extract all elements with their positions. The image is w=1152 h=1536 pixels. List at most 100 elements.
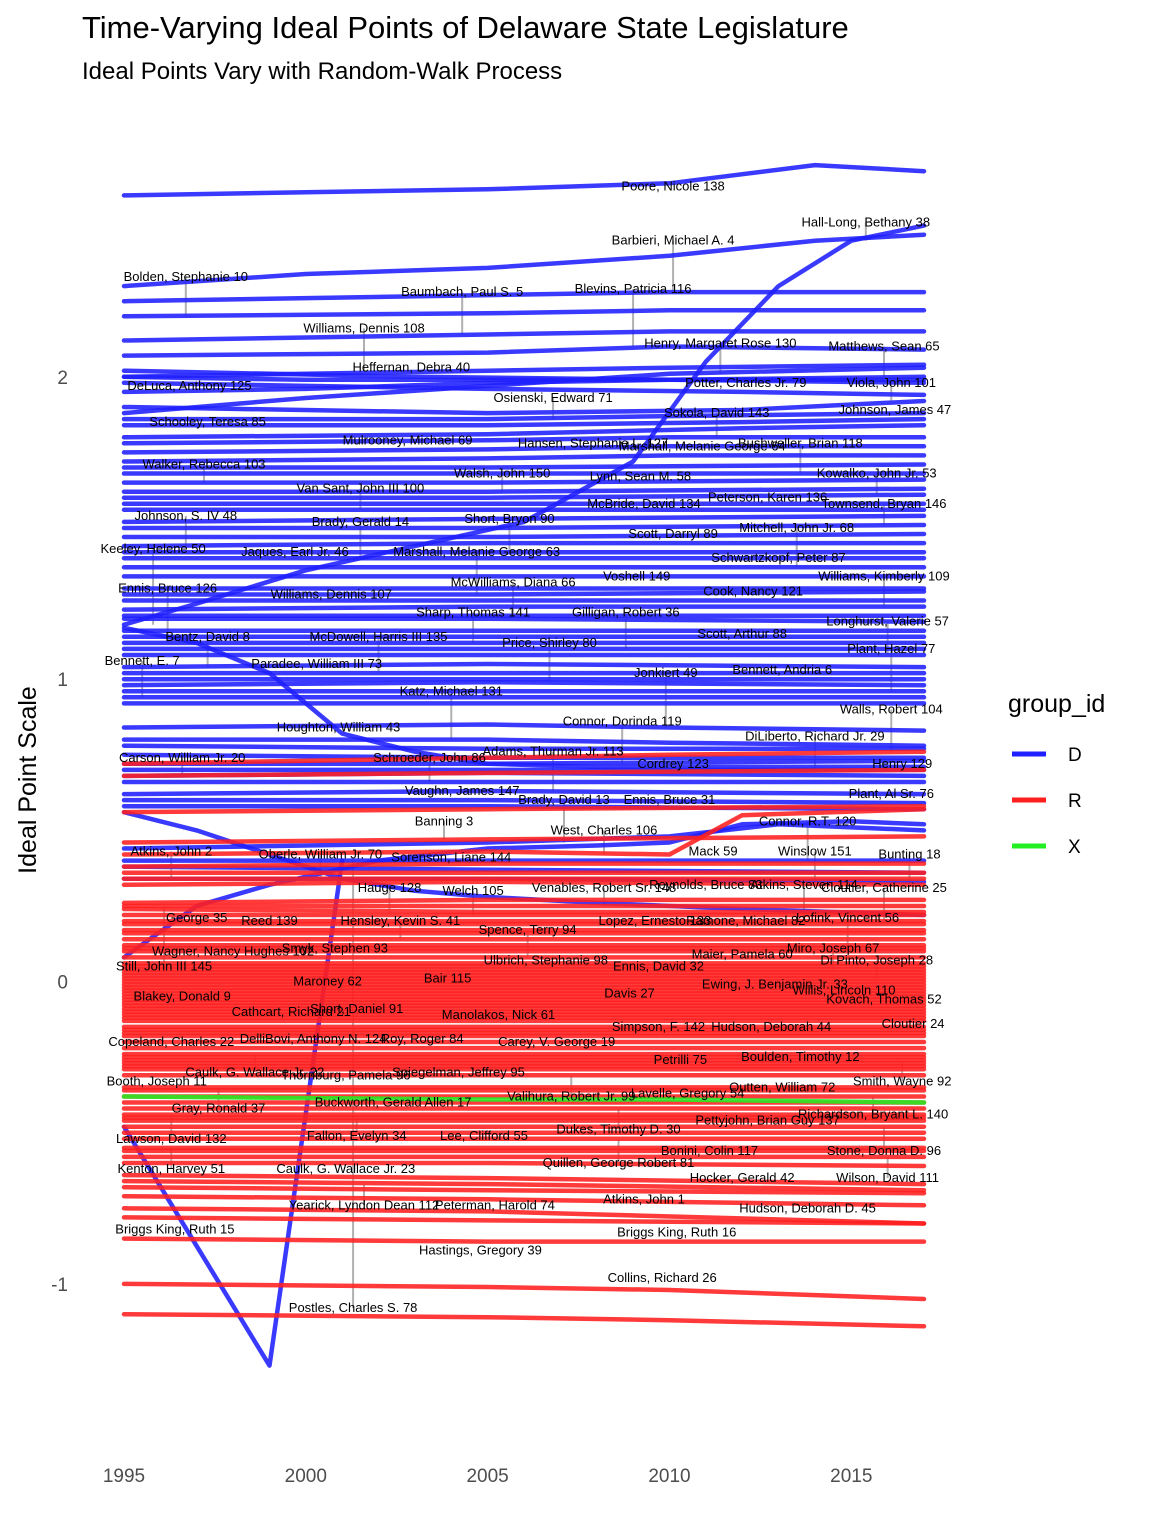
series-label-wilson-david-111: Wilson, David 111 (836, 1170, 939, 1185)
series-label-mcwilliams-diana-66: McWilliams, Diana 66 (451, 574, 576, 589)
series-label-kovach-thomas-52: Kovach, Thomas 52 (826, 992, 941, 1007)
legend-label-r: R (1068, 791, 1082, 812)
series-label-richardson-bryant-l-140: Richardson, Bryant L. 140 (798, 1107, 948, 1122)
y-tick-label-2: 2 (57, 368, 68, 389)
series-label-schroeder-john-86: Schroeder, John 86 (373, 750, 486, 765)
series-line-walsh-john-150 (121, 486, 927, 494)
series-label-schwartzkopf-peter-87: Schwartzkopf, Peter 87 (711, 550, 845, 565)
series-label-mulrooney-michael-69: Mulrooney, Michael 69 (343, 432, 473, 447)
series-label-williams-dennis-107: Williams, Dennis 107 (271, 587, 392, 602)
series-label-reynolds-bruce-83: Reynolds, Bruce 83 (649, 877, 762, 892)
series-line-marshall-melanie-george-64 (121, 462, 927, 470)
series-label-atkins-john-1: Atkins, John 1 (603, 1191, 685, 1206)
series-label-kenton-harvey-51: Kenton, Harvey 51 (117, 1161, 225, 1176)
series-label-winslow-151: Winslow 151 (778, 844, 852, 859)
series-label-sokola-david-143: Sokola, David 143 (664, 405, 770, 420)
series-label-cathcart-richard-21: Cathcart, Richard 21 (232, 1004, 351, 1019)
series-line-potter-charles-jr-79 (121, 380, 927, 398)
series-line-viola-john-101 (121, 398, 927, 416)
series-line-still-john-iii-145 (121, 819, 927, 960)
series-label-katz-michael-131: Katz, Michael 131 (400, 683, 503, 698)
series-label-connor-r-t-120: Connor, R.T. 120 (759, 813, 857, 828)
series-line-poore-nicole-138 (121, 162, 927, 198)
series-label-carey-v-george-19: Carey, V. George 19 (498, 1034, 615, 1049)
series-label-mcbride-david-134: McBride, David 134 (587, 496, 700, 511)
chart-subtitle: Ideal Points Vary with Random-Walk Proce… (82, 58, 563, 85)
series-label-smith-wayne-92: Smith, Wayne 92 (853, 1073, 952, 1088)
series-line-banning-3 (121, 834, 927, 845)
series-line-ennis-bruce-31 (121, 861, 927, 869)
series-label-briggs-king-ruth-15: Briggs King, Ruth 15 (115, 1222, 234, 1237)
series-line-peterson-karen-136 (121, 531, 927, 540)
series-label-booth-joseph-11: Booth, Joseph 11 (107, 1073, 207, 1088)
series-label-fallon-evelyn-34: Fallon, Evelyn 34 (307, 1128, 407, 1143)
series-label-matthews-sean-65: Matthews, Sean 65 (828, 339, 939, 354)
series-label-hastings-gregory-39: Hastings, Gregory 39 (419, 1243, 542, 1258)
series-line-plant-al-sr-76 (121, 803, 927, 815)
series-label-reed-139: Reed 139 (241, 913, 297, 928)
series-line-price-shirley-80 (121, 679, 927, 688)
series-lines (121, 162, 927, 1368)
series-line-schooley-teresa-85 (121, 422, 927, 440)
series-label-welch-105: Welch 105 (443, 883, 504, 898)
series-label-stone-donna-d-96: Stone, Donna D. 96 (827, 1143, 941, 1158)
series-line-walls-robert-104 (121, 749, 927, 767)
series-label-roy-roger-84: Roy, Roger 84 (381, 1031, 464, 1046)
series-label-atkins-steven-114: Atkins, Steven 114 (750, 877, 857, 892)
series-label-thornburg-pamela-96: Thornburg, Pamela 96 (281, 1067, 410, 1082)
series-line-deluca-anthony-125 (121, 368, 927, 386)
series-label-short-bryon-90: Short, Bryon 90 (464, 511, 554, 526)
series-label-cloutier-24: Cloutier 24 (882, 1016, 945, 1031)
series-label-potter-charles-jr-79: Potter, Charles Jr. 79 (685, 375, 806, 390)
series-label-marshall-melanie-george-64: Marshall, Melanie George 64 (619, 438, 786, 453)
series-label-keeley-helene-50: Keeley, Helene 50 (100, 541, 205, 556)
series-label-peterson-karen-136: Peterson, Karen 136 (708, 490, 827, 505)
series-label-still-john-iii-145: Still, John III 145 (116, 958, 212, 973)
series-line-atkins-john-1 (121, 1172, 927, 1187)
series-label-spence-terry-94: Spence, Terry 94 (479, 922, 577, 937)
series-label-walker-rebecca-103: Walker, Rebecca 103 (142, 457, 265, 472)
series-label-george-35: George 35 (166, 910, 227, 925)
series-label-mack-59: Mack 59 (689, 844, 738, 859)
series-label-osienski-edward-71: Osienski, Edward 71 (493, 390, 612, 405)
series-line-bennett-andria-6 (121, 743, 927, 751)
series-label-manolakos-nick-61: Manolakos, Nick 61 (442, 1007, 555, 1022)
series-label-jonkiert-49: Jonkiert 49 (634, 665, 698, 680)
series-label-buckworth-gerald-allen-17: Buckworth, Gerald Allen 17 (315, 1095, 472, 1110)
series-label-ennis-bruce-31: Ennis, Bruce 31 (624, 792, 716, 807)
x-tick-label-2015: 2015 (830, 1466, 872, 1487)
series-line-collins-richard-26 (121, 1281, 927, 1302)
series-line-peterman-harold-74 (121, 1184, 927, 1196)
series-label-simpson-f-142: Simpson, F. 142 (612, 1019, 705, 1034)
series-label-lofink-vincent-56: Lofink, Vincent 56 (796, 910, 899, 925)
series-line-hall-long-bethany-38 (121, 232, 927, 289)
series-label-postles-charles-s-78: Postles, Charles S. 78 (289, 1300, 418, 1315)
series-label-walls-robert-104: Walls, Robert 104 (840, 701, 943, 716)
series-label-mitchell-john-jr-68: Mitchell, John Jr. 68 (739, 520, 854, 535)
series-label-ennis-bruce-126: Ennis, Bruce 126 (118, 581, 217, 596)
series-label-west-charles-106: West, Charles 106 (551, 822, 658, 837)
series-label-dellibovi-anthony-n-124: DelliBovi, Anthony N. 124 (240, 1031, 387, 1046)
series-label-hauge-128: Hauge 128 (358, 880, 422, 895)
series-label-caulk-g-wallace-jr-23: Caulk, G. Wallace Jr. 23 (276, 1161, 415, 1176)
series-label-townsend-bryan-146: Townsend, Bryan 146 (821, 496, 946, 511)
chart-title: Time-Varying Ideal Points of Delaware St… (82, 10, 849, 45)
series-line-hansen-stephanie-l-127 (121, 453, 927, 464)
series-label-marshall-melanie-george-63: Marshall, Melanie George 63 (393, 544, 560, 559)
y-tick-label-neg1: -1 (51, 1275, 68, 1296)
series-label-quillen-george-robert-81: Quillen, George Robert 81 (543, 1155, 695, 1170)
series-line-briggs-king-ruth-16 (121, 1206, 927, 1226)
series-label-caulk-g-wallace-jr-22: Caulk, G. Wallace Jr. 22 (185, 1064, 324, 1079)
series-label-venables-robert-sr-148: Venables, Robert Sr. 148 (532, 880, 677, 895)
series-label-viola-john-101: Viola, John 101 (847, 375, 936, 390)
series-label-cloutier-catherine-25: Cloutier, Catherine 25 (821, 880, 947, 895)
series-label-plant-al-sr-76: Plant, Al Sr. 76 (849, 786, 934, 801)
series-label-banning-3: Banning 3 (415, 813, 474, 828)
legend-label-d: D (1068, 745, 1082, 766)
y-axis-title: Ideal Point Scale (14, 686, 42, 874)
series-label-outten-william-72: Outten, William 72 (729, 1079, 835, 1094)
series-label-spiegelman-jeffrey-95: Spiegelman, Jeffrey 95 (392, 1064, 525, 1079)
series-label-ennis-david-32: Ennis, David 32 (613, 958, 704, 973)
series-label-boulden-timothy-12: Boulden, Timothy 12 (741, 1049, 860, 1064)
series-label-pettyjohn-brian-guy-137: Pettyjohn, Brian Guy 137 (695, 1113, 840, 1128)
